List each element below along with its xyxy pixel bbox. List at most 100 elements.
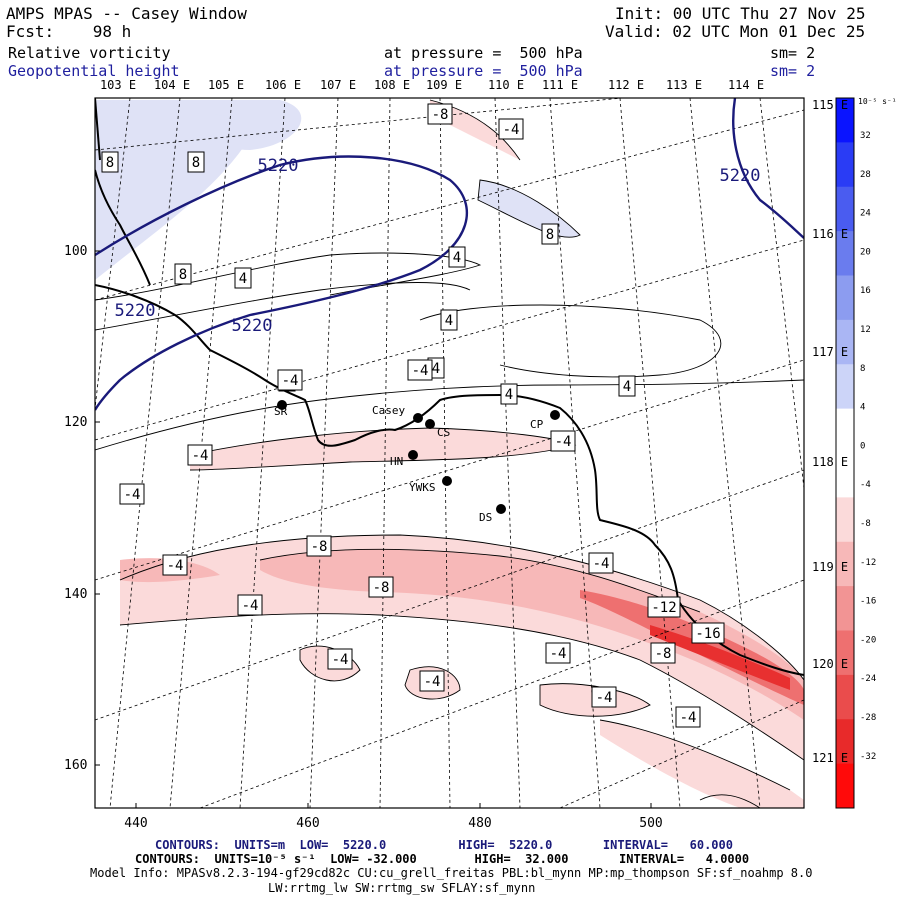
vorticity-label: 4 bbox=[500, 383, 518, 405]
lon-label-right: 118 E bbox=[812, 455, 848, 469]
colorbar-label: -12 bbox=[860, 558, 876, 568]
colorbar-segment bbox=[836, 763, 854, 809]
svg-text:-4: -4 bbox=[550, 646, 567, 662]
svg-text:8: 8 bbox=[179, 267, 187, 283]
svg-text:-4: -4 bbox=[282, 373, 299, 389]
svg-text:-4: -4 bbox=[555, 434, 572, 450]
colorbar-label: 32 bbox=[860, 131, 871, 141]
x-tick-label: 440 bbox=[124, 816, 147, 831]
svg-text:-4: -4 bbox=[412, 363, 429, 379]
vorticity-label: -12 bbox=[647, 596, 681, 618]
colorbar-segment bbox=[836, 541, 854, 587]
height-contours bbox=[95, 98, 804, 411]
colorbar-unit: 10⁻⁵ s⁻¹ bbox=[858, 97, 897, 106]
vorticity-label: -4 bbox=[419, 670, 445, 692]
lon-label-top: 107 E bbox=[320, 78, 356, 92]
lon-label-top: 104 E bbox=[154, 78, 190, 92]
svg-text:-4: -4 bbox=[124, 487, 141, 503]
chart-title: AMPS MPAS -- Casey Window bbox=[6, 4, 247, 23]
colorbar-segment bbox=[836, 497, 854, 543]
y-tick-label: 160 bbox=[64, 758, 87, 773]
y-tick-label: 100 bbox=[64, 244, 87, 259]
svg-text:4: 4 bbox=[505, 387, 513, 403]
vorticity-label: -4 bbox=[237, 594, 263, 616]
shaded-vorticity bbox=[95, 100, 804, 808]
station-marker bbox=[550, 410, 560, 420]
colorbar-segment bbox=[836, 364, 854, 410]
colorbar-segment bbox=[836, 142, 854, 188]
height-contour-label: 5220 bbox=[115, 301, 156, 321]
lon-label-top: 103 E bbox=[100, 78, 136, 92]
svg-text:4: 4 bbox=[239, 271, 247, 287]
station-label: DS bbox=[479, 511, 492, 524]
lon-label-top: 112 E bbox=[608, 78, 644, 92]
station-marker bbox=[413, 413, 423, 423]
x-tick-label: 460 bbox=[296, 816, 319, 831]
station-marker bbox=[425, 419, 435, 429]
colorbar-label: 28 bbox=[860, 170, 871, 180]
lon-label-right: 121 E bbox=[812, 751, 848, 765]
station-label: CS bbox=[437, 426, 450, 439]
x-tick-label: 500 bbox=[639, 816, 662, 831]
field1-level: at pressure = 500 hPa bbox=[384, 44, 583, 62]
lon-label-top: 108 E bbox=[374, 78, 410, 92]
vorticity-label: 4 bbox=[234, 267, 252, 289]
svg-text:-8: -8 bbox=[311, 539, 328, 555]
colorbar-label: 12 bbox=[860, 325, 871, 335]
vorticity-label: -4 bbox=[498, 118, 524, 140]
lon-label-right: 120 E bbox=[812, 657, 848, 671]
svg-text:-12: -12 bbox=[651, 600, 676, 616]
colorbar-segment bbox=[836, 98, 854, 143]
station-label: SR bbox=[274, 405, 288, 418]
svg-text:4: 4 bbox=[453, 250, 461, 266]
colorbar-label: -32 bbox=[860, 752, 876, 762]
field1-name: Relative vorticity bbox=[8, 44, 171, 62]
svg-text:8: 8 bbox=[546, 227, 554, 243]
svg-text:-4: -4 bbox=[503, 122, 520, 138]
lon-label-top: 109 E bbox=[426, 78, 462, 92]
forecast-hour: Fcst: 98 h bbox=[6, 22, 132, 41]
colorbar-segment bbox=[836, 275, 854, 321]
vorticity-label: -4 bbox=[545, 642, 571, 664]
svg-text:-4: -4 bbox=[332, 652, 349, 668]
svg-text:8: 8 bbox=[106, 155, 114, 171]
station-label: YWKS bbox=[409, 481, 436, 494]
colorbar-label: -28 bbox=[860, 713, 876, 723]
vorticity-label: -8 bbox=[427, 103, 453, 125]
vorticity-label: 8 bbox=[174, 263, 192, 285]
lon-label-right: 117 E bbox=[812, 345, 848, 359]
colorbar-label: -20 bbox=[860, 635, 876, 645]
colorbar-segment bbox=[836, 719, 854, 765]
init-time: Init: 00 UTC Thu 27 Nov 25 bbox=[615, 4, 866, 23]
vorticity-label: -4 bbox=[327, 648, 353, 670]
colorbar-segment bbox=[836, 630, 854, 676]
colorbar-label: 24 bbox=[860, 209, 871, 219]
vorticity-label: 8 bbox=[541, 223, 559, 245]
field2-name: Geopotential height bbox=[8, 62, 180, 80]
coastline bbox=[95, 98, 804, 676]
station-marker bbox=[496, 504, 506, 514]
colorbar-segment bbox=[836, 186, 854, 232]
height-contour-label: 5220 bbox=[720, 166, 761, 186]
height-contour-label: 5220 bbox=[232, 316, 273, 336]
lon-label-right: 115 E bbox=[812, 98, 848, 112]
colorbar-segment bbox=[836, 319, 854, 365]
vorticity-label: -4 bbox=[588, 552, 614, 574]
svg-text:-8: -8 bbox=[373, 580, 390, 596]
lon-label-right: 116 E bbox=[812, 227, 848, 241]
colorbar-label: -16 bbox=[860, 597, 876, 607]
colorbar-segment bbox=[836, 408, 854, 454]
vorticity-label: 4 bbox=[618, 375, 636, 397]
footer-height-contours: CONTOURS: UNITS=m LOW= 5220.0 HIGH= 5220… bbox=[155, 838, 733, 852]
station-marker bbox=[408, 450, 418, 460]
lon-label-top: 113 E bbox=[666, 78, 702, 92]
y-tick-label: 140 bbox=[64, 587, 87, 602]
colorbar-label: -24 bbox=[860, 674, 876, 684]
colorbar-label: -4 bbox=[860, 480, 871, 490]
vorticity-label: 8 bbox=[101, 151, 119, 173]
colorbar-label: 20 bbox=[860, 247, 871, 257]
svg-text:-4: -4 bbox=[596, 690, 613, 706]
svg-text:-4: -4 bbox=[680, 710, 697, 726]
vorticity-label: -4 bbox=[277, 369, 303, 391]
